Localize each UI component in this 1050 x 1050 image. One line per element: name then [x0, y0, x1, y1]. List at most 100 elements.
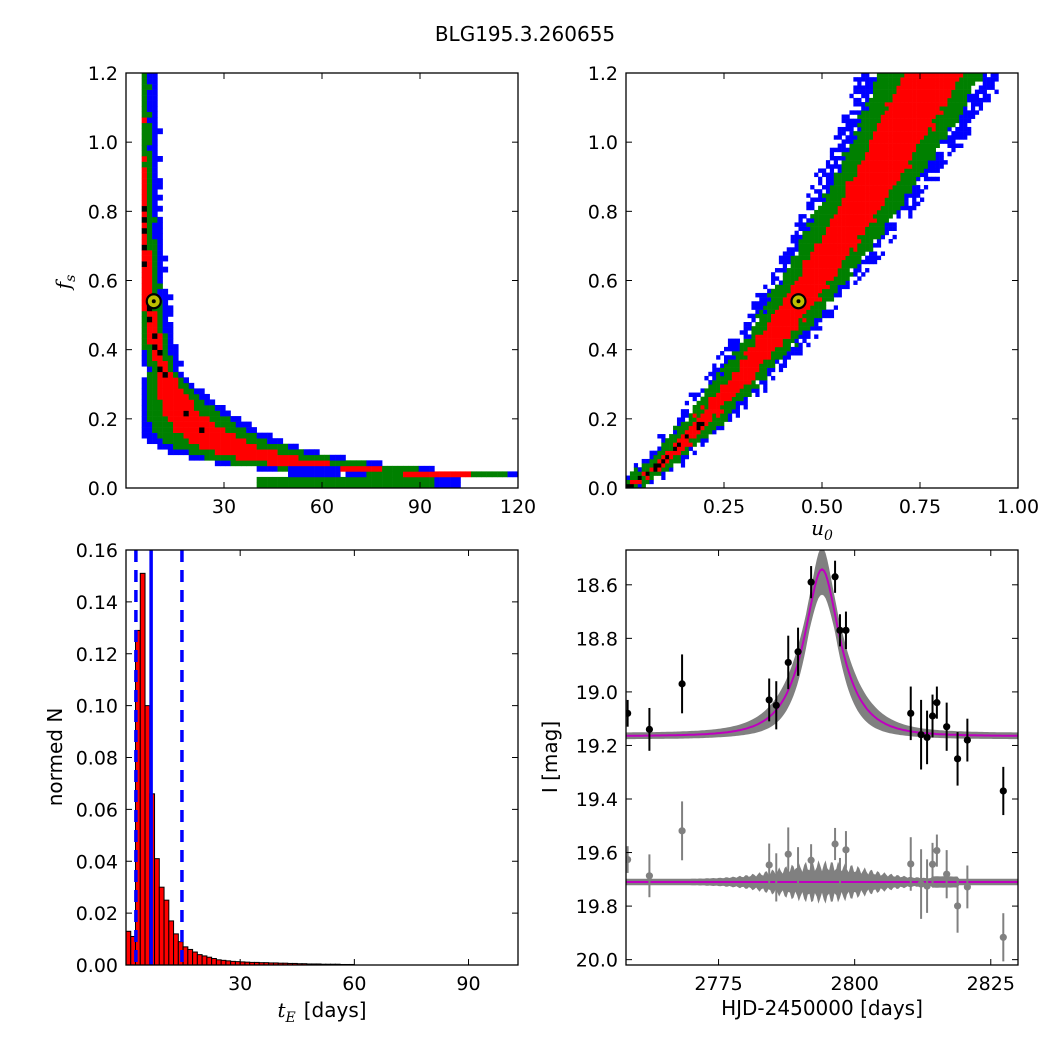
p2-cell — [880, 197, 886, 202]
p2-cell — [759, 371, 764, 377]
p2-cell — [704, 409, 709, 414]
p2-cell — [904, 114, 909, 119]
p2-cell — [704, 421, 709, 427]
p2-cell — [841, 214, 846, 219]
p1-cell — [157, 443, 163, 450]
p2-cell — [955, 118, 960, 124]
p2-cell — [896, 189, 901, 194]
p1-cell — [220, 460, 226, 467]
p2-cell — [896, 110, 901, 115]
p2-cell — [806, 247, 811, 252]
p2-cell — [731, 355, 737, 360]
p1-cell — [214, 443, 221, 450]
p2-cell — [700, 434, 705, 439]
p2-cell — [782, 309, 788, 314]
p2-cell — [829, 156, 835, 161]
p2-cell — [810, 255, 815, 261]
p2-cell — [771, 351, 776, 356]
p2-cell — [837, 226, 842, 231]
p2-cell — [665, 450, 670, 456]
p2-cell — [896, 205, 901, 211]
p2-cell — [724, 392, 729, 397]
p2-cell — [923, 156, 929, 161]
p2-cell — [743, 396, 748, 402]
p2-cell — [896, 168, 901, 173]
p1-cell — [162, 294, 169, 301]
p1-cell — [355, 482, 362, 489]
p1-cell — [146, 200, 153, 207]
p2-cell — [845, 268, 850, 273]
p2-cell — [704, 388, 709, 393]
p2-cell — [802, 326, 807, 331]
p1-cell — [146, 250, 153, 256]
p2-cell — [845, 114, 850, 119]
p2-cell — [743, 326, 748, 331]
p2-cell — [818, 168, 823, 173]
p2-cell — [845, 263, 850, 269]
p2-cell — [900, 110, 905, 115]
p2-cell — [857, 180, 862, 186]
p2-cell — [865, 197, 870, 202]
p2-cell — [814, 276, 819, 281]
p2-cell — [786, 334, 791, 339]
p1-cell — [193, 393, 200, 400]
p1-cell — [178, 388, 184, 395]
p1-cell — [183, 438, 190, 445]
p2-cell — [880, 201, 886, 207]
p2-cell — [920, 122, 925, 128]
p2-cell — [900, 147, 905, 153]
p1-cell — [167, 438, 174, 445]
p2-cell — [786, 276, 791, 281]
p1-cell — [152, 261, 158, 267]
p2-cell — [833, 135, 838, 140]
p2-cell — [688, 429, 693, 435]
p1-cell — [204, 454, 210, 461]
p2-cell — [731, 409, 737, 414]
p2-cell — [927, 93, 933, 99]
p2-cell — [923, 151, 929, 157]
p2-cell — [880, 73, 886, 78]
p2-cell — [888, 209, 893, 215]
p2-cell — [833, 185, 838, 190]
p2-cell — [837, 205, 842, 211]
p2-cell — [872, 139, 878, 144]
p3-xtick-label: 90 — [456, 973, 480, 995]
p2-cell — [892, 93, 897, 99]
p1-cell — [183, 382, 190, 389]
p2-cell — [896, 97, 901, 103]
p4-residual-point — [907, 860, 915, 868]
p2-cell — [759, 342, 764, 348]
p2-cell — [833, 209, 838, 215]
p1-cell — [214, 405, 221, 411]
p4-data-point — [842, 626, 850, 634]
p2-cell — [837, 259, 842, 265]
p2-cell — [833, 222, 838, 227]
p2-cell — [916, 139, 921, 144]
p2-cell — [771, 276, 776, 281]
p2-cell — [872, 106, 878, 111]
p2-cell — [939, 93, 944, 99]
p1-cell — [220, 438, 226, 445]
p2-cell — [708, 405, 713, 410]
p1-cell — [167, 360, 174, 367]
p2-cell — [923, 93, 929, 99]
p2-cell — [774, 351, 780, 356]
p2-ytick-label: 0.6 — [588, 271, 618, 293]
p2-cell — [880, 110, 886, 115]
p2-cell — [888, 93, 893, 99]
p1-cell — [183, 421, 190, 428]
p2-cell — [869, 122, 874, 128]
p1-cell — [146, 172, 153, 179]
p1-cell — [146, 283, 153, 290]
p1-cell — [167, 399, 174, 406]
p2-cell — [931, 126, 936, 132]
p2-cell — [704, 396, 709, 402]
p2-cell — [661, 463, 666, 468]
p1-cell — [152, 216, 158, 223]
p1-cell — [413, 465, 419, 472]
p2-cell — [931, 93, 936, 99]
p2-cell — [822, 297, 827, 302]
p2-cell — [912, 201, 917, 207]
p2-cell — [857, 251, 862, 256]
p2-cell — [931, 118, 936, 124]
